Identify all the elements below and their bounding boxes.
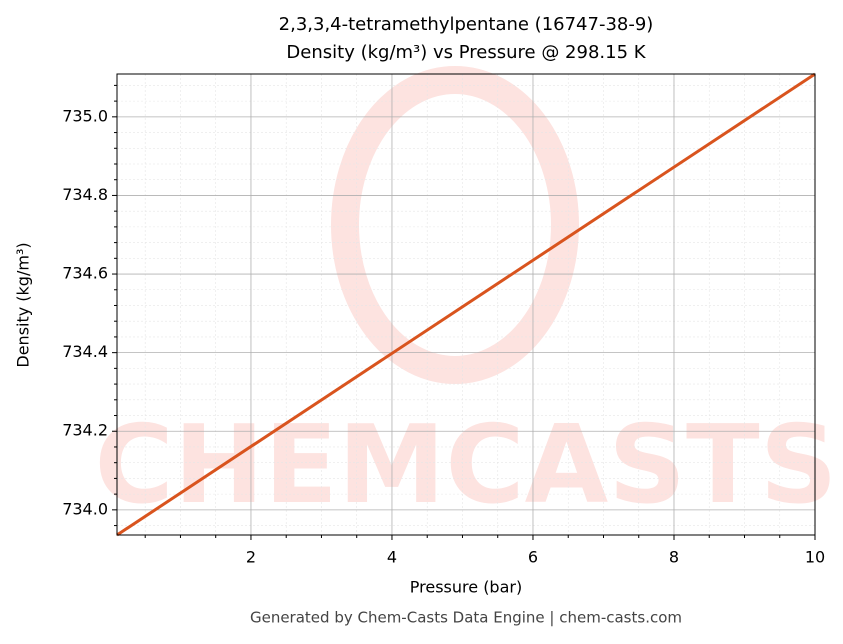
x-axis-label: Pressure (bar)	[410, 578, 522, 597]
y-tick-label: 734.4	[62, 342, 108, 361]
x-tick-label: 10	[805, 548, 825, 567]
footer: Generated by Chem-Casts Data Engine | ch…	[250, 609, 682, 627]
y-axis-label: Density (kg/m³)	[14, 242, 33, 367]
x-tick-label: 8	[669, 548, 679, 567]
x-tick-label: 6	[528, 548, 538, 567]
y-tick-label: 734.0	[62, 499, 108, 518]
y-tick-label: 734.2	[62, 421, 108, 440]
data-line	[116, 72, 816, 537]
plot-frame	[116, 73, 816, 536]
y-tick-label: 735.0	[62, 106, 108, 125]
watermark: CHEMCASTS	[95, 403, 838, 528]
y-tick-label: 734.8	[62, 185, 108, 204]
chart-subtitle: Density (kg/m³) vs Pressure @ 298.15 K	[286, 42, 646, 63]
x-tick-label: 4	[387, 548, 397, 567]
y-tick-label: 734.6	[62, 264, 108, 283]
x-tick-label: 2	[246, 548, 256, 567]
watermark-logo	[331, 66, 579, 384]
chart-title: 2,3,3,4-tetramethylpentane (16747-38-9)	[279, 14, 654, 35]
